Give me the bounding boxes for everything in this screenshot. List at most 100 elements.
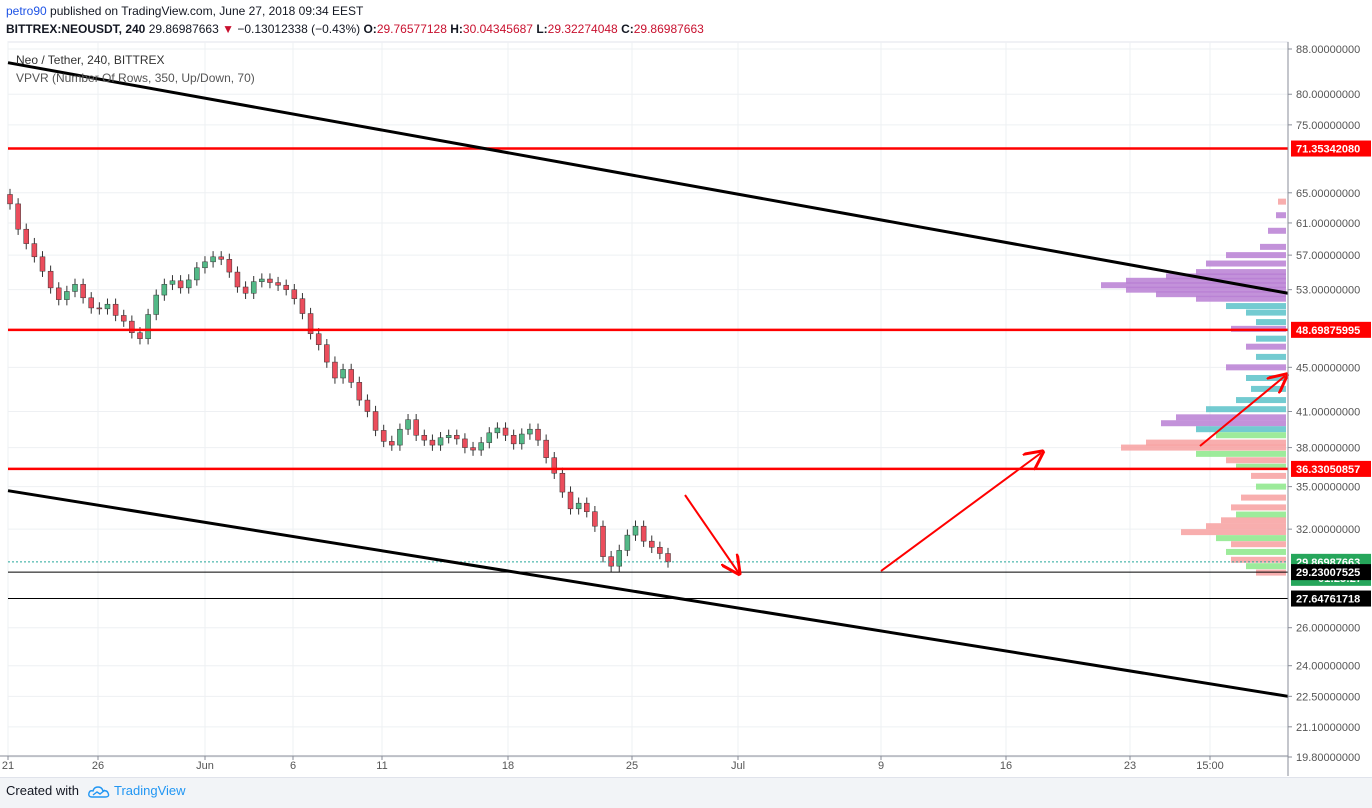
candle-body xyxy=(600,525,606,557)
cloud-icon xyxy=(88,785,110,798)
volume-bar xyxy=(1216,535,1286,542)
ohlc-bar: BITTREX:NEOUSDT, 240 29.86987663 ▼ −0.13… xyxy=(6,22,704,36)
volume-bar xyxy=(1260,243,1286,250)
volume-bar xyxy=(1126,277,1286,284)
candle-body xyxy=(445,435,452,438)
volume-bar xyxy=(1256,319,1286,326)
candle-body xyxy=(88,297,94,309)
candle-body xyxy=(567,491,574,510)
annotation-arrow xyxy=(880,453,1041,572)
candle-body xyxy=(153,294,159,315)
candle-body xyxy=(340,369,346,379)
volume-bar xyxy=(1156,291,1286,298)
candle-body xyxy=(23,228,29,244)
volume-bar xyxy=(1206,260,1286,267)
tradingview-logo[interactable]: TradingView xyxy=(88,783,186,798)
volume-bar xyxy=(1256,335,1286,342)
candle-body xyxy=(226,259,233,273)
candle-body xyxy=(657,547,663,554)
y-tick-label: 19.80000000 xyxy=(1296,752,1360,764)
candle-body xyxy=(275,282,281,286)
volume-bar xyxy=(1126,286,1286,293)
candle-body xyxy=(364,399,371,412)
y-tick-label: 32.00000000 xyxy=(1296,524,1360,536)
volume-bar xyxy=(1251,472,1286,479)
candle-body xyxy=(421,435,428,441)
candle-body xyxy=(39,256,46,272)
candle-body xyxy=(470,447,476,451)
symbol-label: BITTREX:NEOUSDT, 240 xyxy=(6,22,146,36)
candle-body xyxy=(242,286,249,294)
candle-body xyxy=(332,361,338,379)
volume-bar xyxy=(1268,227,1286,234)
volume-bar xyxy=(1236,463,1286,470)
candle-body xyxy=(624,534,631,551)
volume-bar xyxy=(1231,541,1286,548)
candle-body xyxy=(462,438,468,448)
y-tick-label: 22.50000000 xyxy=(1296,691,1360,703)
candle-body xyxy=(55,287,62,300)
y-tick-label: 24.00000000 xyxy=(1296,661,1360,673)
candle-body xyxy=(250,281,257,294)
open-value: 29.76577128 xyxy=(376,22,447,36)
volume-bar xyxy=(1181,529,1286,536)
price-label-text: 36.33050857 xyxy=(1296,464,1360,476)
volume-bar xyxy=(1221,517,1286,524)
y-tick-label: 45.00000000 xyxy=(1296,362,1360,374)
candle-body xyxy=(616,550,623,567)
candle-body xyxy=(283,284,289,290)
volume-bar xyxy=(1226,364,1286,371)
candle-body xyxy=(234,271,241,288)
y-tick-label: 88.00000000 xyxy=(1296,44,1360,56)
volume-bar xyxy=(1146,439,1286,446)
volume-bar xyxy=(1226,548,1286,555)
y-tick-label: 38.00000000 xyxy=(1296,443,1360,455)
candle-body xyxy=(267,278,273,283)
x-tick-label: 16 xyxy=(1000,760,1012,772)
candle-body xyxy=(169,280,176,285)
low-label: L: xyxy=(536,22,548,36)
candle-body xyxy=(502,427,509,436)
x-tick-label: 25 xyxy=(626,760,638,772)
close-value: 29.86987663 xyxy=(633,22,704,36)
candle-body xyxy=(194,267,200,281)
volume-bar xyxy=(1196,426,1286,433)
candle-body xyxy=(145,314,151,339)
publish-info: petro90 published on TradingView.com, Ju… xyxy=(6,4,363,18)
change-value: −0.13012338 (−0.43%) xyxy=(237,22,361,36)
volume-bar xyxy=(1276,212,1286,219)
brand-name: TradingView xyxy=(114,783,186,798)
candle-body xyxy=(429,439,436,446)
candle-body xyxy=(185,279,192,289)
volume-bar xyxy=(1216,432,1286,439)
annotation-arrows xyxy=(684,376,1285,572)
candle-body xyxy=(665,553,671,563)
legend-title[interactable]: Neo / Tether, 240, BITTREX xyxy=(16,53,165,67)
y-tick-label: 21.10000000 xyxy=(1296,722,1360,734)
candle-body xyxy=(315,333,322,345)
legend-indicator[interactable]: VPVR (Number Of Rows, 350, Up/Down, 70) xyxy=(16,71,255,85)
y-tick-label: 75.00000000 xyxy=(1296,120,1360,132)
candle-body xyxy=(413,419,419,436)
candle-body xyxy=(324,344,330,363)
x-tick-label: 15:00 xyxy=(1196,760,1224,772)
price-label-box xyxy=(1291,460,1371,477)
volume-bar xyxy=(1246,563,1286,570)
y-tick-label: 35.00000000 xyxy=(1296,482,1360,494)
candle-body xyxy=(104,303,111,310)
price-labels: 71.3534208048.6987599536.3305085729.8698… xyxy=(1291,140,1371,607)
trendlines xyxy=(7,61,1289,698)
price-label-text: 71.35342080 xyxy=(1296,144,1360,156)
candle-body xyxy=(348,369,354,383)
y-tick-label: 80.00000000 xyxy=(1296,89,1360,101)
volume-bar xyxy=(1101,282,1286,289)
price-chart[interactable]: 88.00000000 80.00000000 75.00000000 65.0000… xyxy=(0,0,1372,777)
candle-body xyxy=(478,442,484,451)
footer: Created with TradingView xyxy=(0,777,1372,808)
candle-body xyxy=(356,382,363,401)
author-link[interactable]: petro90 xyxy=(6,4,47,18)
volume-bar xyxy=(1196,295,1286,302)
candle-body xyxy=(202,261,208,269)
volume-bar xyxy=(1231,556,1286,563)
price-label-box xyxy=(1291,140,1371,157)
